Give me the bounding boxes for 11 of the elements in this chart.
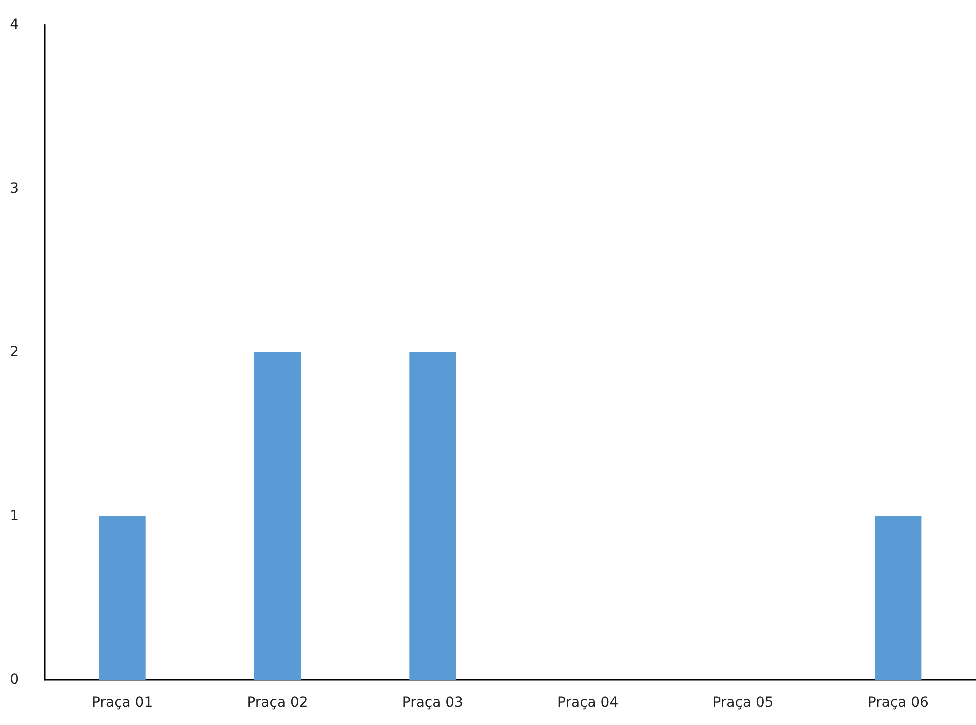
x-tick-label: Praça 01 — [92, 695, 154, 711]
x-tick-label: Praça 02 — [247, 695, 308, 711]
y-tick-label: 3 — [10, 180, 19, 197]
x-tick-label: Praça 06 — [868, 695, 930, 711]
x-tick-label: Praça 03 — [402, 695, 464, 711]
x-tick-label: Praça 04 — [558, 695, 619, 711]
y-tick-label: 2 — [10, 344, 19, 360]
y-tick-label: 1 — [10, 508, 19, 524]
x-tick-label: Praça 05 — [712, 695, 774, 711]
y-tick-label: 0 — [10, 672, 19, 688]
y-tick-label: 4 — [10, 17, 20, 33]
